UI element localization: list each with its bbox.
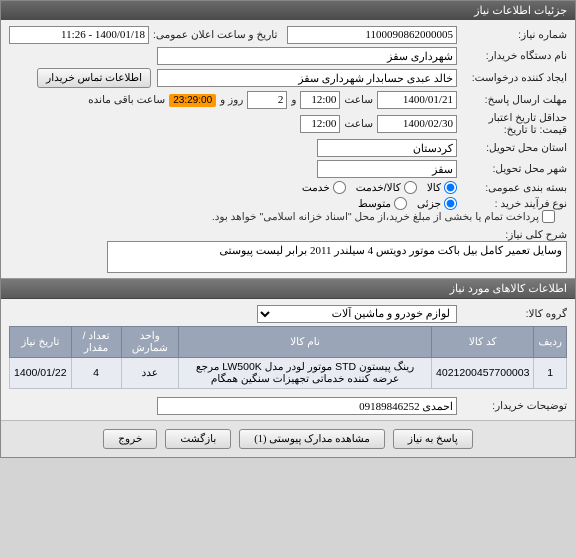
label-and: و	[287, 94, 300, 106]
buy-medium-option[interactable]: متوسط	[358, 197, 407, 210]
attachments-button[interactable]: مشاهده مدارک پیوستی (1)	[239, 429, 385, 449]
label-buyer-org: نام دستگاه خریدار:	[457, 50, 567, 62]
pay-note-option[interactable]: پرداخت تمام یا بخشی از مبلغ خرید،از محل …	[212, 210, 555, 223]
answer-button[interactable]: پاسخ به نیاز	[393, 429, 473, 449]
buy-medium-radio[interactable]	[394, 197, 407, 210]
valid-date-field	[377, 115, 457, 133]
label-day: روز و	[216, 94, 247, 106]
remain-days-field	[247, 91, 287, 109]
valid-time-field	[300, 115, 340, 133]
announce-field	[9, 26, 149, 44]
remain-time-badge: 23:29:00	[169, 94, 216, 107]
label-creator: ایجاد کننده درخواست:	[457, 72, 567, 84]
buy-type-radio-group: جزئی متوسط	[358, 197, 457, 210]
main-form: شماره نیاز: تاریخ و ساعت اعلان عمومی: نا…	[1, 20, 575, 278]
pkg-goods-srv-radio[interactable]	[404, 181, 417, 194]
request-details-window: جزئیات اطلاعات نیاز شماره نیاز: تاریخ و …	[0, 0, 576, 458]
pkg-srv-option[interactable]: خدمت	[302, 181, 346, 194]
label-req-no: شماره نیاز:	[457, 29, 567, 41]
pkg-radio-group: کالا کالا/خدمت خدمت	[302, 181, 457, 194]
table-row[interactable]: 14021200457700003رینگ پیستون STD موتور ل…	[10, 358, 567, 389]
table-cell: رینگ پیستون STD موتور لودر مدل LW500K مر…	[179, 358, 432, 389]
table-header: تعداد / مقدار	[71, 327, 121, 358]
items-section-header: اطلاعات کالاهای مورد نیاز	[1, 278, 575, 299]
pkg-goods-srv-option[interactable]: کالا/خدمت	[356, 181, 417, 194]
label-province: استان محل تحویل:	[457, 142, 567, 154]
table-cell: 1	[534, 358, 567, 389]
label-remain: ساعت باقی مانده	[84, 94, 169, 106]
pay-note-text: پرداخت تمام یا بخشی از مبلغ خرید،از محل …	[212, 211, 539, 223]
label-announce: تاریخ و ساعت اعلان عمومی:	[149, 29, 281, 41]
pkg-srv-radio[interactable]	[333, 181, 346, 194]
req-title-field	[107, 241, 567, 273]
label-min-valid: حداقل تاریخ اعتبار قیمت: تا تاریخ:	[457, 112, 567, 136]
creator-field	[157, 69, 457, 87]
table-header: ردیف	[534, 327, 567, 358]
item-group-select[interactable]: لوازم خودرو و ماشین آلات	[257, 305, 457, 323]
label-hour2: ساعت	[340, 118, 377, 130]
contact-info-button[interactable]: اطلاعات تماس خریدار	[37, 68, 151, 88]
pay-note-checkbox[interactable]	[542, 210, 555, 223]
label-req-title: شرح کلی نیاز:	[457, 229, 567, 241]
pkg-goods-option[interactable]: کالا	[427, 181, 457, 194]
buy-partial-radio[interactable]	[444, 197, 457, 210]
table-cell: 4	[71, 358, 121, 389]
items-table: ردیفکد کالانام کالاواحد شمارشتعداد / مقد…	[9, 326, 567, 389]
deadline-date-field	[377, 91, 457, 109]
buyer-notes-field	[157, 397, 457, 415]
exit-button[interactable]: خروج	[103, 429, 157, 449]
province-field	[317, 139, 457, 157]
table-cell: 1400/01/22	[10, 358, 72, 389]
footer-buttons: پاسخ به نیاز مشاهده مدارک پیوستی (1) باز…	[1, 420, 575, 457]
city-field	[317, 160, 457, 178]
req-no-field	[287, 26, 457, 44]
table-cell: 4021200457700003	[432, 358, 534, 389]
table-header: واحد شمارش	[121, 327, 179, 358]
label-hour1: ساعت	[340, 94, 377, 106]
buyer-org-field	[157, 47, 457, 65]
label-item-group: گروه کالا:	[457, 308, 567, 320]
table-header: تاریخ نیاز	[10, 327, 72, 358]
pkg-goods-radio[interactable]	[444, 181, 457, 194]
table-header: کد کالا	[432, 327, 534, 358]
table-header: نام کالا	[179, 327, 432, 358]
label-city: شهر محل تحویل:	[457, 163, 567, 175]
label-deadline: مهلت ارسال پاسخ:	[457, 94, 567, 106]
label-buyer-notes: توضیحات خریدار:	[457, 400, 567, 412]
deadline-time-field	[300, 91, 340, 109]
table-cell: عدد	[121, 358, 179, 389]
window-title: جزئیات اطلاعات نیاز	[1, 1, 575, 20]
label-buy-type: نوع فرآیند خرید :	[457, 198, 567, 210]
label-pkg: بسته بندی عمومی:	[457, 182, 567, 194]
back-button[interactable]: بازگشت	[165, 429, 231, 449]
buy-partial-option[interactable]: جزئی	[417, 197, 457, 210]
